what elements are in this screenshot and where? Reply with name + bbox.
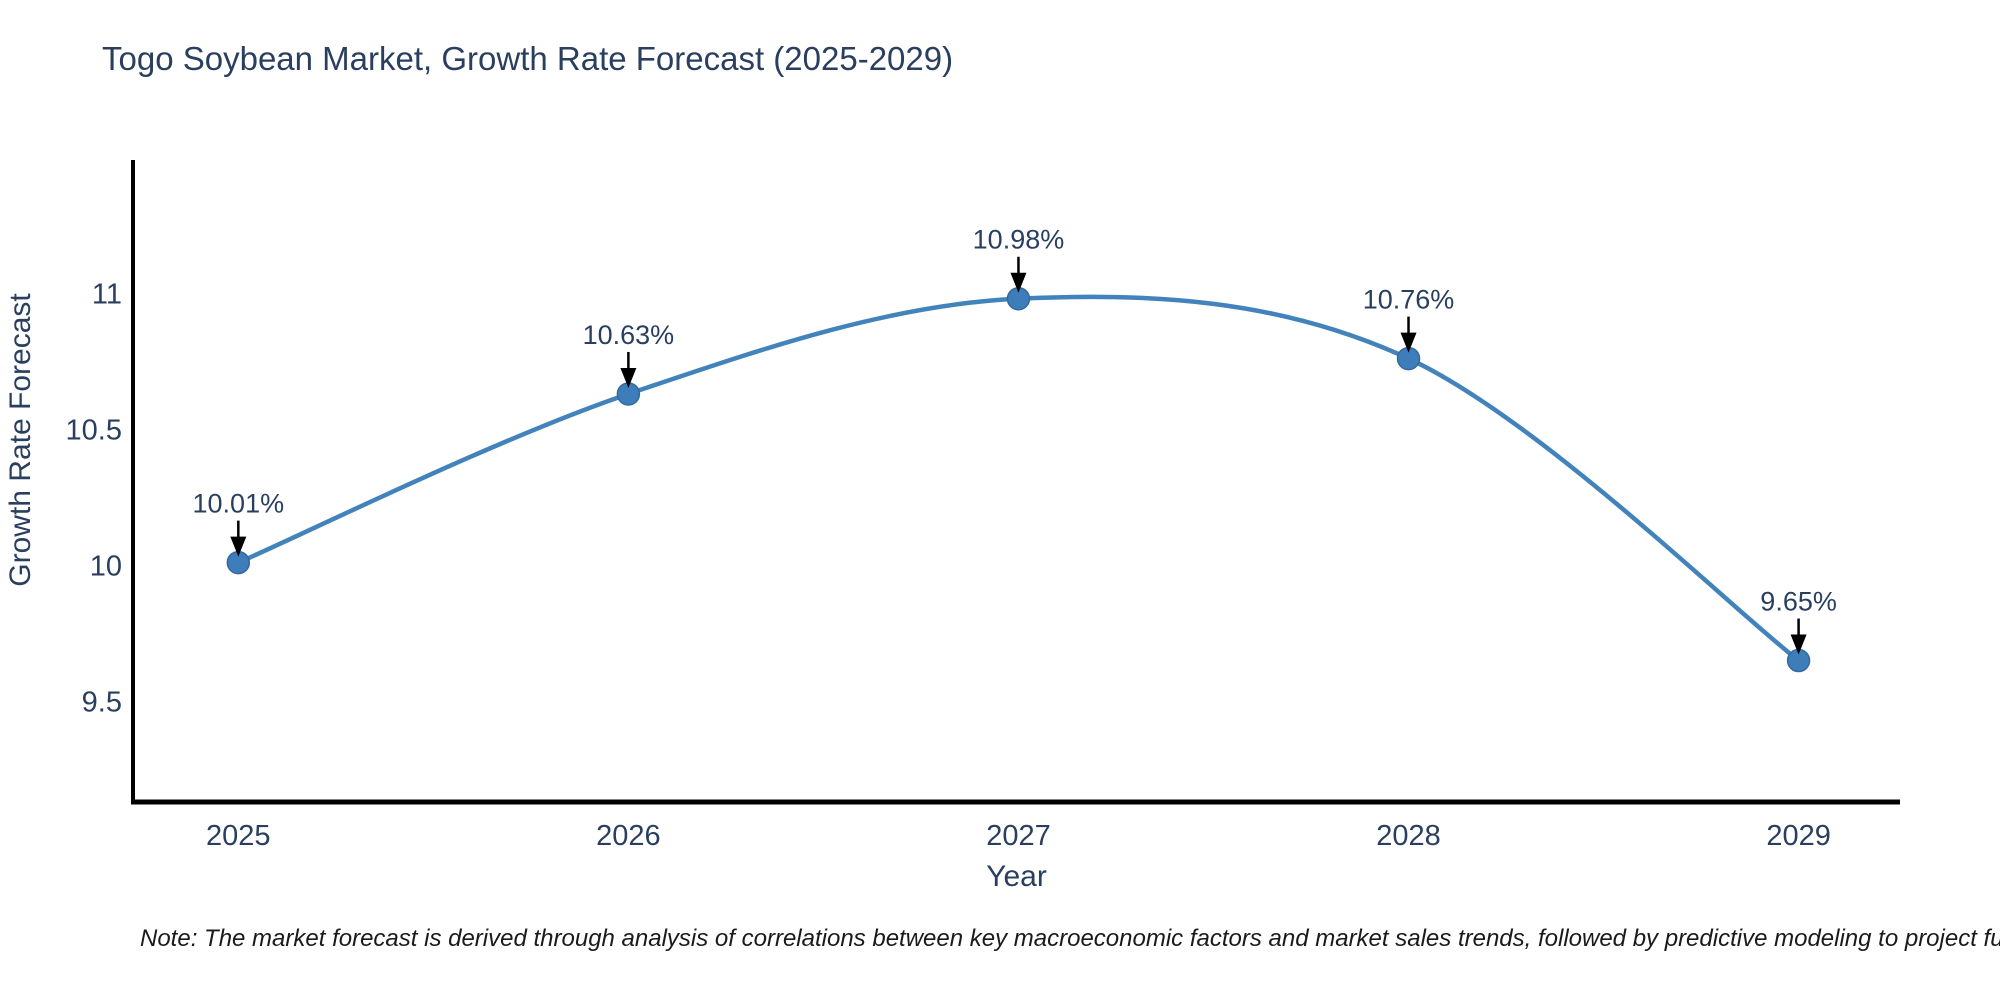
data-point-label: 10.01% xyxy=(193,489,285,519)
data-point-label: 9.65% xyxy=(1760,587,1837,617)
x-tick-label: 2025 xyxy=(206,820,271,852)
footnote: Note: The market forecast is derived thr… xyxy=(140,925,2000,952)
x-tick-label: 2029 xyxy=(1766,820,1831,852)
x-tick-label: 2026 xyxy=(596,820,661,852)
x-tick-label: 2028 xyxy=(1376,820,1441,852)
chart-title: Togo Soybean Market, Growth Rate Forecas… xyxy=(102,40,954,77)
annotation-arrow-head xyxy=(230,536,247,557)
y-tick-label: 10 xyxy=(90,550,122,582)
y-tick-label: 10.5 xyxy=(66,414,122,446)
data-point-label: 10.98% xyxy=(973,225,1065,255)
x-axis-title: Year xyxy=(986,860,1047,893)
data-point-label: 10.76% xyxy=(1363,285,1455,315)
annotation-arrow-head xyxy=(620,367,637,388)
data-point-label: 10.63% xyxy=(583,320,675,350)
annotation-arrow-head xyxy=(1010,272,1027,293)
y-axis-title: Growth Rate Forecast xyxy=(4,293,37,587)
y-tick-label: 9.5 xyxy=(82,686,122,718)
x-tick-label: 2027 xyxy=(986,820,1051,852)
annotation-arrow-head xyxy=(1400,332,1417,353)
annotation-arrow-head xyxy=(1790,634,1807,655)
y-tick-label: 11 xyxy=(92,278,122,310)
forecast-line xyxy=(236,294,1801,663)
